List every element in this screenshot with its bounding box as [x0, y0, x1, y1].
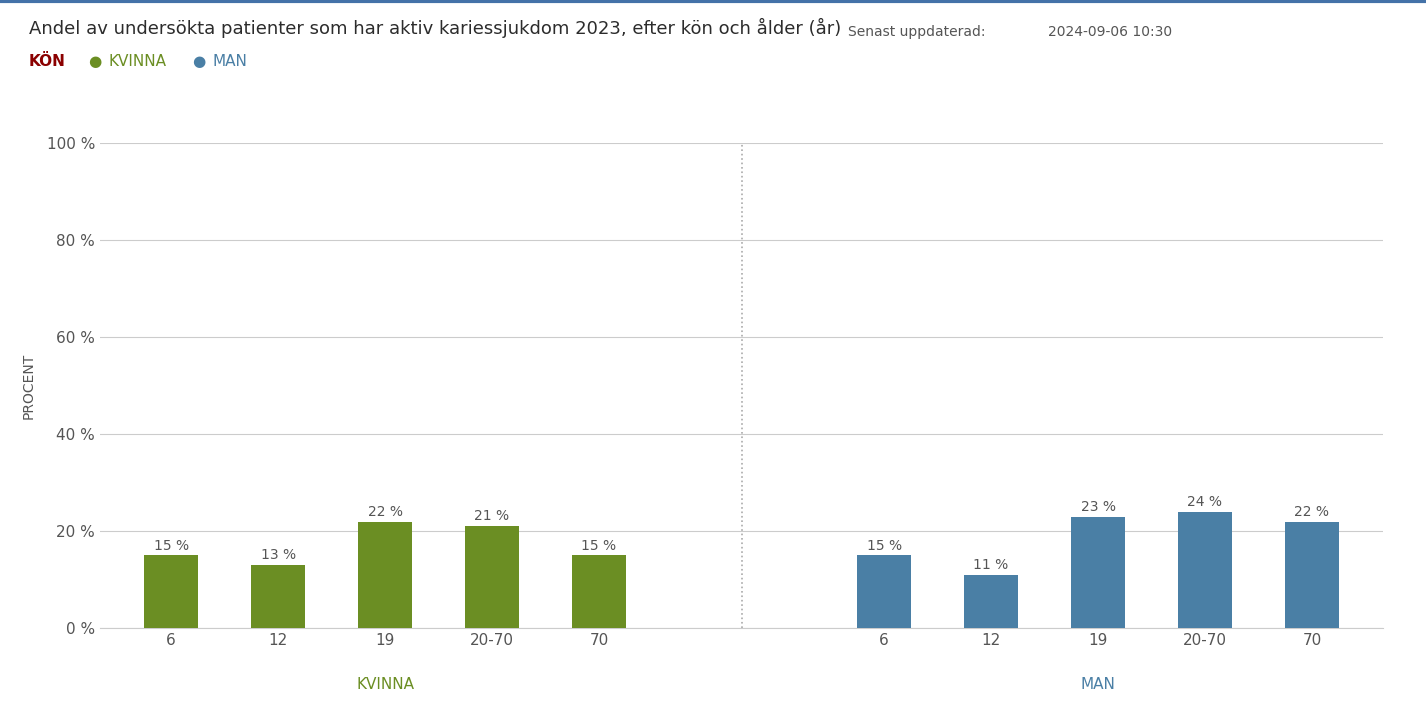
Text: Andel av undersökta patienter som har aktiv kariessjukdom 2023, efter kön och ål: Andel av undersökta patienter som har ak… [29, 18, 841, 38]
Text: 15 %: 15 % [867, 538, 901, 553]
Text: 13 %: 13 % [261, 548, 295, 563]
Bar [251, 565, 305, 628]
Text: KÖN: KÖN [29, 54, 66, 69]
Bar [1178, 512, 1232, 628]
Bar [1071, 517, 1125, 628]
Text: ●: ● [193, 54, 205, 69]
Text: 22 %: 22 % [368, 505, 402, 518]
Text: KVINNA: KVINNA [356, 677, 414, 692]
Text: 11 %: 11 % [974, 558, 1008, 572]
Text: 23 %: 23 % [1081, 500, 1115, 514]
Text: 15 %: 15 % [154, 538, 188, 553]
Text: ●: ● [88, 54, 101, 69]
Text: Senast uppdaterad:: Senast uppdaterad: [848, 25, 985, 39]
Bar [572, 555, 626, 628]
Text: 24 %: 24 % [1188, 495, 1222, 509]
Bar [144, 555, 198, 628]
Text: MAN: MAN [1081, 677, 1115, 692]
Bar [1285, 521, 1339, 628]
Text: 22 %: 22 % [1295, 505, 1329, 518]
Text: KVINNA: KVINNA [108, 54, 167, 69]
Text: MAN: MAN [212, 54, 247, 69]
Bar [465, 526, 519, 628]
Bar [857, 555, 911, 628]
Y-axis label: PROCENT: PROCENT [21, 353, 36, 418]
Bar [358, 521, 412, 628]
Text: 15 %: 15 % [582, 538, 616, 553]
Text: 21 %: 21 % [475, 510, 509, 523]
Text: 2024-09-06 10:30: 2024-09-06 10:30 [1048, 25, 1172, 39]
Bar [964, 575, 1018, 628]
